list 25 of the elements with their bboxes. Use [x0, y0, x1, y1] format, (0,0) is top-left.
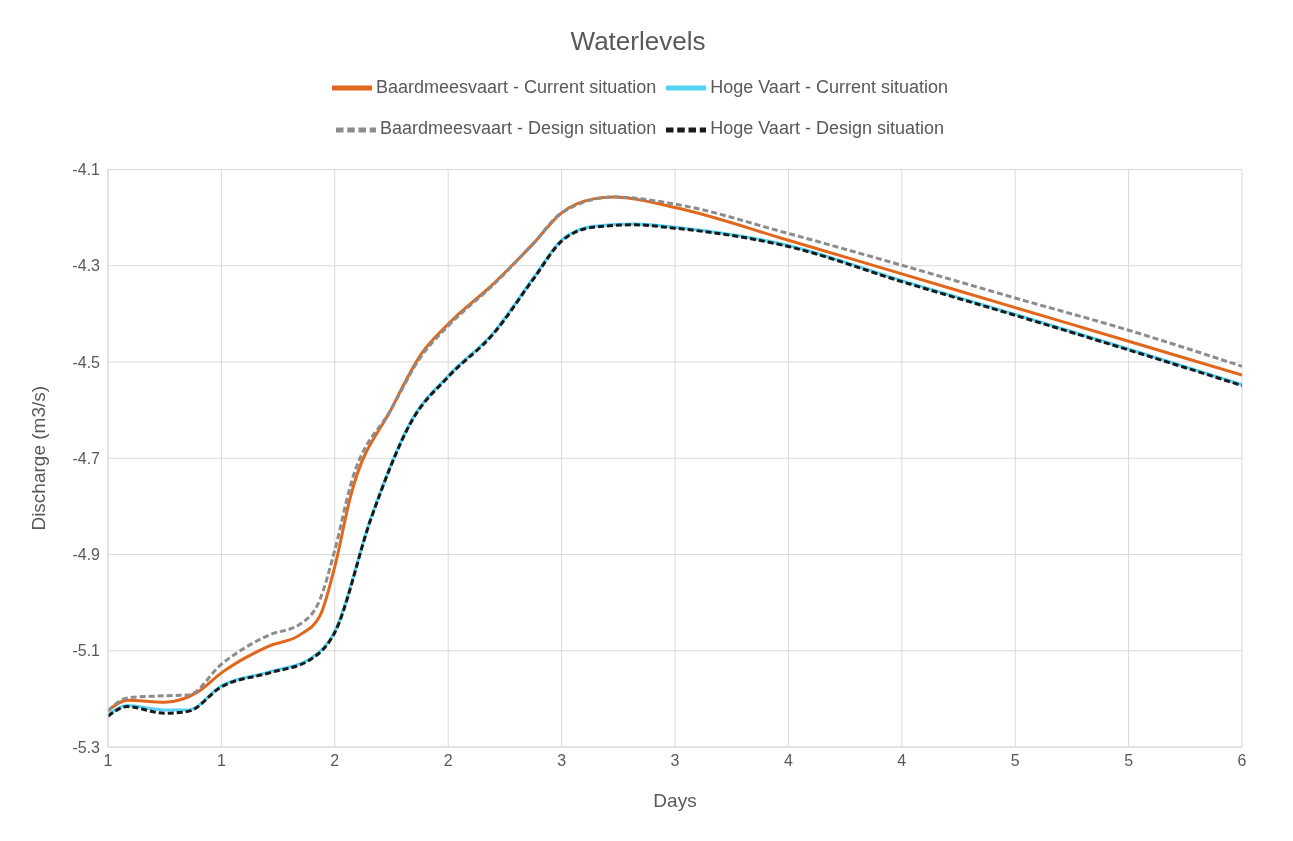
x-tick-label: 3	[557, 752, 567, 770]
x-tick-label: 1	[216, 752, 226, 770]
x-tick-label: 2	[443, 752, 453, 770]
y-axis-title: Discharge (m3/s)	[27, 385, 49, 531]
x-tick-label: 4	[783, 752, 793, 770]
legend-label: Hoge Vaart - Current situation	[710, 77, 948, 97]
y-tick-label: -4.7	[72, 449, 101, 467]
x-tick-label: 3	[670, 752, 680, 770]
y-tick-label: -5.1	[72, 642, 101, 660]
legend-label: Baardmeesvaart - Design situation	[380, 118, 657, 139]
chart-title: Waterlevels	[569, 25, 707, 57]
x-tick-label: 5	[1124, 752, 1134, 770]
y-tick-label: -4.5	[72, 353, 101, 371]
y-tick-label: -4.9	[72, 546, 101, 564]
x-tick-label: 2	[330, 752, 340, 770]
legend-label: Baardmeesvaart - Current situation	[376, 77, 657, 97]
y-tick-label: -5.3	[72, 738, 101, 756]
y-tick-label: -4.1	[72, 161, 101, 179]
x-tick-label: 4	[897, 752, 907, 770]
x-tick-label: 5	[1010, 752, 1020, 770]
x-tick-label: 6	[1237, 752, 1247, 770]
y-tick-label: -4.3	[72, 257, 101, 275]
x-tick-label: 1	[103, 752, 113, 770]
legend-label: Hoge Vaart - Design situation	[710, 118, 944, 139]
x-axis-title: Days	[653, 790, 697, 811]
